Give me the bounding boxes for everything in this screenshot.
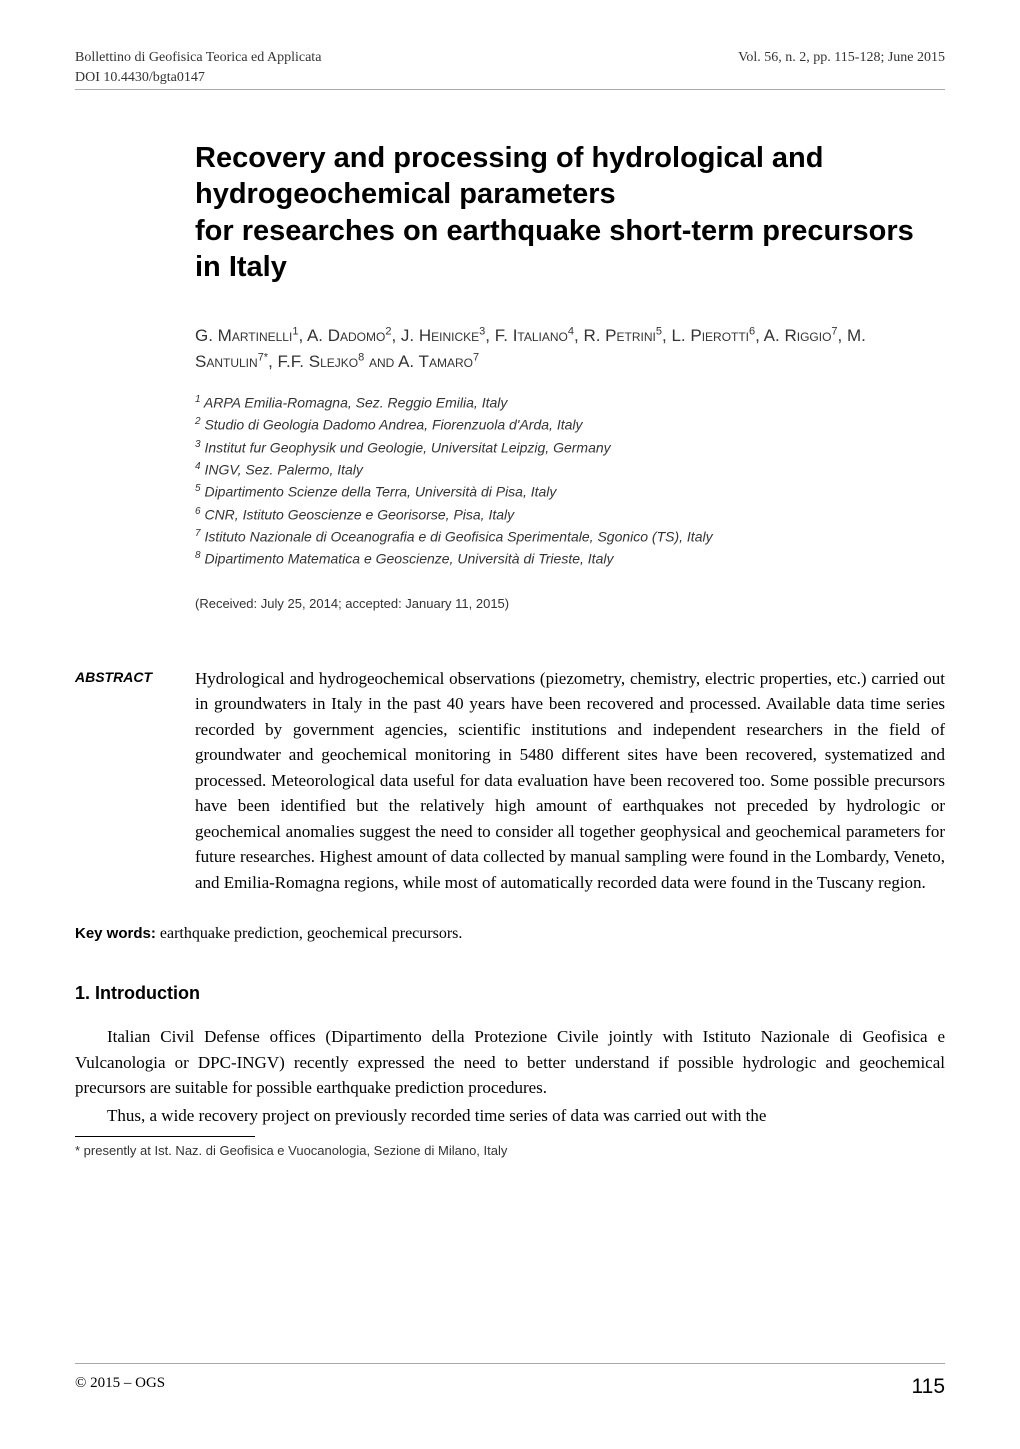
affiliation-item: 2 Studio di Geologia Dadomo Andrea, Fior… [195,414,945,436]
keywords-row: Key words: earthquake prediction, geoche… [75,925,945,943]
affiliation-item: 5 Dipartimento Scienze della Terra, Univ… [195,481,945,503]
footer-rule [75,1363,945,1364]
page-footer: © 2015 – OGS 115 [75,1375,945,1399]
journal-name: Bollettino di Geofisica Teorica ed Appli… [75,50,321,66]
footnote-rule [75,1136,255,1137]
affiliation-item: 8 Dipartimento Matematica e Geoscienze, … [195,548,945,570]
body-paragraph: Italian Civil Defense offices (Dipartime… [75,1024,945,1101]
affiliation-item: 6 CNR, Istituto Geoscienze e Georisorse,… [195,504,945,526]
affiliation-list: 1 ARPA Emilia-Romagna, Sez. Reggio Emili… [195,392,945,571]
abstract-block: ABSTRACT Hydrological and hydrogeochemic… [75,666,945,896]
abstract-text: Hydrological and hydrogeochemical observ… [195,666,945,896]
paper-title: Recovery and processing of hydrological … [195,140,945,285]
doi: DOI 10.4430/bgta0147 [75,70,945,86]
abstract-label: ABSTRACT [75,669,152,685]
page-number: 115 [912,1375,945,1399]
title-line-1: Recovery and processing of hydrological … [195,142,823,174]
keywords-text: earthquake prediction, geochemical precu… [156,925,463,942]
affiliation-item: 1 ARPA Emilia-Romagna, Sez. Reggio Emili… [195,392,945,414]
footnote: * presently at Ist. Naz. di Geofisica e … [75,1143,945,1158]
affiliation-item: 3 Institut fur Geophysik und Geologie, U… [195,437,945,459]
copyright: © 2015 – OGS [75,1375,165,1399]
keywords-label: Key words: [75,925,156,942]
header-rule [75,89,945,90]
section-heading-intro: 1. Introduction [75,983,945,1004]
author-list: G. Martinelli1, A. Dadomo2, J. Heinicke3… [195,323,945,374]
affiliation-item: 4 INGV, Sez. Palermo, Italy [195,459,945,481]
affiliation-item: 7 Istituto Nazionale di Oceanografia e d… [195,526,945,548]
title-line-3: for researches on earthquake short-term … [195,215,914,283]
running-header: Bollettino di Geofisica Teorica ed Appli… [75,50,945,66]
volume-info: Vol. 56, n. 2, pp. 115-128; June 2015 [738,50,945,66]
body-paragraph: Thus, a wide recovery project on previou… [75,1103,945,1129]
title-line-2: hydrogeochemical parameters [195,178,616,210]
received-accepted: (Received: July 25, 2014; accepted: Janu… [195,596,945,611]
